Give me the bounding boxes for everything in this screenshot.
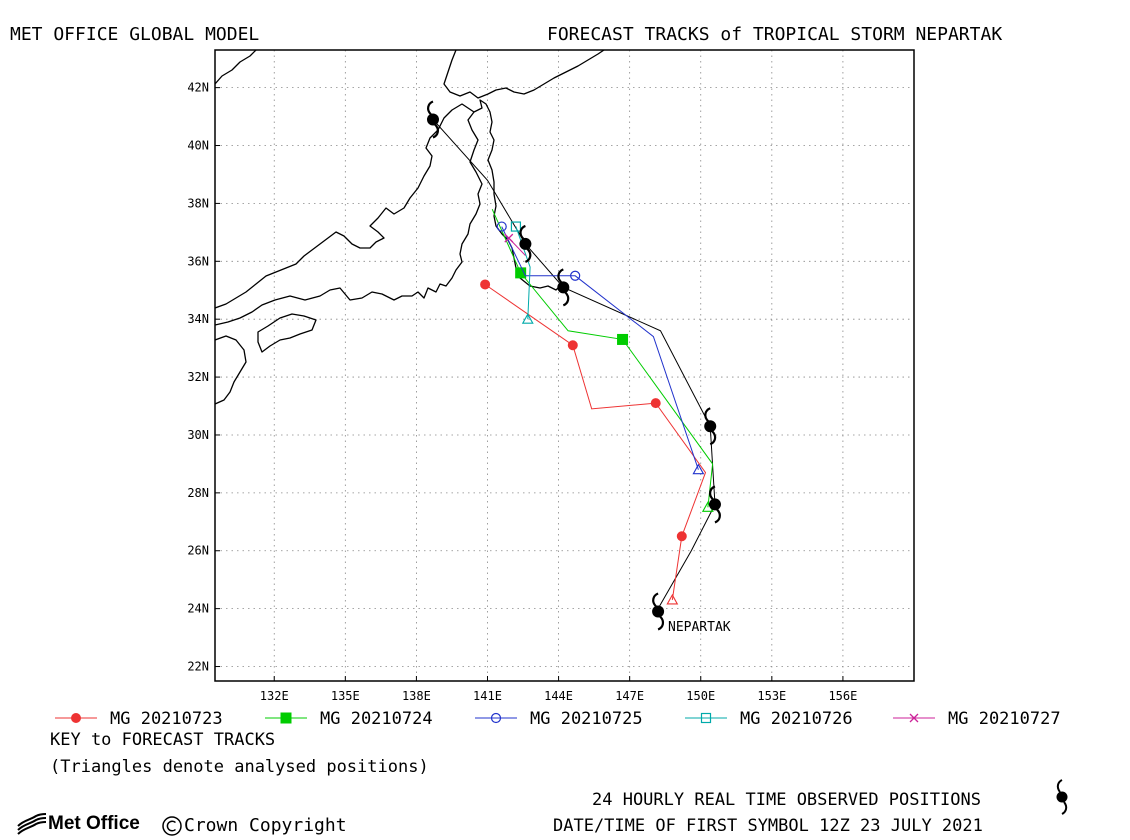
forecast-series-5 — [504, 233, 526, 256]
legend: MG 20210723 MG 20210724 MG 20210725 MG 2021… — [55, 709, 1061, 729]
honshu-coastline — [215, 99, 561, 326]
analysed-position-triangle — [521, 313, 534, 324]
forecast-point — [676, 531, 687, 542]
forecast-point — [515, 267, 527, 279]
legend-label: MG 20210727 — [948, 709, 1061, 729]
observed-positions-label: 24 HOURLY REAL TIME OBSERVED POSITIONS — [592, 790, 981, 810]
forecast-point — [496, 221, 507, 232]
forecast-point — [510, 221, 522, 232]
forecast-track-line — [501, 226, 699, 470]
forecast-series-4 — [510, 221, 534, 324]
lon-tick-label: 138E — [402, 689, 431, 703]
tropical-storm-symbol-icon — [708, 485, 721, 524]
legend-label: MG 20210725 — [530, 709, 643, 729]
lat-tick-label: 42N — [187, 81, 209, 95]
header-left-title: MET OFFICE GLOBAL MODEL — [10, 24, 260, 45]
met-office-logo-text: Met Office — [48, 813, 140, 834]
lat-tick-label: 28N — [187, 486, 209, 500]
forecast-tracks — [480, 208, 714, 605]
legend-item: MG 20210727 — [893, 709, 1061, 729]
lat-tick-label: 34N — [187, 312, 209, 326]
tropical-storm-symbol-icon — [704, 407, 717, 446]
lat-tick-label: 24N — [187, 602, 209, 616]
forecast-point — [480, 279, 491, 290]
key-note: (Triangles denote analysed positions) — [50, 757, 429, 777]
shikoku-coastline — [257, 313, 317, 353]
lon-tick-label: 147E — [615, 689, 644, 703]
lat-tick-label: 40N — [187, 139, 209, 153]
legend-marker — [71, 713, 81, 723]
forecast-series-3 — [496, 221, 705, 475]
tropical-storm-symbol-icon — [426, 100, 439, 139]
met-office-logo-icon — [17, 813, 47, 835]
russia-coastline — [215, 50, 257, 85]
lat-tick-label: 32N — [187, 370, 209, 384]
legend-item: MG 20210724 — [265, 709, 433, 729]
analysed-position-triangle — [692, 463, 705, 475]
tropical-storm-symbol-icon — [557, 268, 570, 307]
forecast-series-1 — [480, 279, 707, 605]
lon-tick-label: 132E — [260, 689, 289, 703]
header-right-title: FORECAST TRACKS of TROPICAL STORM NEPART… — [547, 24, 1003, 45]
copyright-icon — [162, 816, 182, 836]
legend-item: MG 20210723 — [55, 709, 223, 729]
legend-marker — [280, 712, 292, 724]
forecast-track-line — [491, 208, 714, 508]
legend-marker — [700, 712, 712, 724]
lat-tick-label: 30N — [187, 428, 209, 442]
observed-track — [432, 119, 716, 609]
coastline — [215, 50, 605, 405]
legend-marker — [490, 712, 502, 724]
lon-tick-label: 135E — [331, 689, 360, 703]
forecast-point — [650, 398, 661, 409]
lat-tick-label: 26N — [187, 544, 209, 558]
tropical-storm-symbol-icon — [519, 224, 532, 263]
legend-item: MG 20210726 — [685, 709, 853, 729]
lon-tick-label: 144E — [544, 689, 573, 703]
honshu-north-coast — [215, 103, 475, 309]
forecast-point — [617, 333, 629, 345]
legend-marker — [909, 713, 919, 723]
lat-tick-label: 22N — [187, 660, 209, 674]
map-grid — [215, 50, 914, 681]
map-axes: 132E 135E 138E 141E 144E 147E 150E 153E 156E 22N 2… — [187, 81, 857, 703]
observed-symbols — [426, 100, 721, 631]
lat-tick-label: 38N — [187, 196, 209, 210]
legend-label: MG 20210726 — [740, 709, 853, 729]
lon-tick-label: 141E — [473, 689, 502, 703]
tropical-storm-symbol-icon — [652, 592, 665, 631]
legend-label: MG 20210723 — [110, 709, 223, 729]
kyushu-coastline — [215, 335, 247, 405]
legend-item: MG 20210725 — [475, 709, 643, 729]
first-symbol-date-label: DATE/TIME OF FIRST SYMBOL 12Z 23 JULY 20… — [553, 816, 983, 836]
key-title: KEY to FORECAST TRACKS — [50, 730, 276, 750]
lon-tick-label: 153E — [757, 689, 786, 703]
lon-tick-label: 156E — [828, 689, 857, 703]
lon-tick-label: 150E — [686, 689, 715, 703]
forecast-track-line — [515, 226, 531, 320]
copyright-text: Crown Copyright — [184, 815, 347, 836]
forecast-point — [504, 233, 514, 243]
forecast-point — [570, 270, 581, 281]
storm-name-label: NEPARTAK — [668, 620, 731, 635]
map-frame — [214, 49, 915, 682]
legend-label: MG 20210724 — [320, 709, 433, 729]
forecast-series-2 — [491, 208, 714, 512]
tropical-storm-symbol-icon — [1056, 779, 1068, 815]
lat-tick-label: 36N — [187, 254, 209, 268]
hokkaido-coastline — [443, 50, 605, 99]
analysed-position-triangle — [666, 593, 679, 605]
observed-track-line — [432, 119, 716, 609]
forecast-point — [567, 340, 578, 351]
